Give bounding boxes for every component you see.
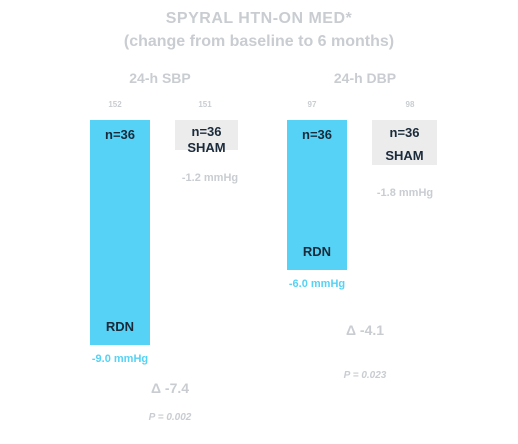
sbp-sham-bar: [175, 120, 238, 150]
dbp-delta-label: Δ -4.1: [345, 322, 385, 338]
dbp-p-value: P = 0.023: [343, 370, 387, 381]
sbp-sham-value-label: -1.2 mmHg: [181, 172, 239, 184]
sbp-sham-group-label: SHAM: [187, 140, 226, 155]
dbp-panel-title: 24-h DBP: [333, 70, 397, 86]
sbp-rdn-group-label: RDN: [105, 319, 135, 334]
dbp-rdn-n-label: n=36: [302, 127, 332, 142]
sbp-delta-label: Δ -7.4: [150, 380, 190, 396]
sbp-rdn-n-label: n=36: [105, 127, 135, 142]
dbp-sham-baseline: 98: [405, 100, 415, 109]
dbp-sham-value-label: -1.8 mmHg: [376, 187, 434, 199]
sbp-rdn-bar: [90, 120, 150, 345]
sbp-sham-baseline: 151: [198, 100, 212, 109]
dbp-rdn-bar: [287, 120, 347, 270]
sbp-p-value: P = 0.002: [148, 412, 192, 423]
chart-title: SPYRAL HTN-ON MED*: [165, 10, 353, 27]
sbp-sham-n-label: n=36: [191, 124, 222, 139]
sbp-panel-title: 24-h SBP: [129, 70, 191, 86]
chart-subtitle: (change from baseline to 6 months): [123, 33, 395, 50]
dbp-rdn-value-label: -6.0 mmHg: [288, 278, 346, 290]
dbp-sham-group-label: SHAM: [385, 148, 424, 163]
dbp-rdn-group-label: RDN: [302, 244, 332, 259]
dbp-rdn-baseline: 97: [307, 100, 317, 109]
sbp-rdn-baseline: 152: [108, 100, 122, 109]
dbp-sham-bar: [372, 120, 437, 165]
sbp-rdn-value-label: -9.0 mmHg: [91, 353, 149, 365]
dbp-sham-n-label: n=36: [389, 125, 420, 140]
